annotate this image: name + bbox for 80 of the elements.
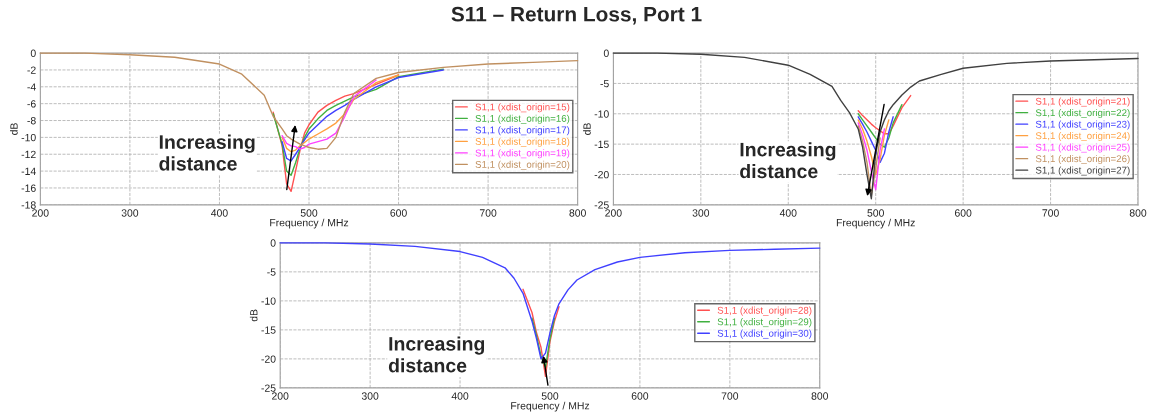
x-tick-label: 300 xyxy=(121,209,139,217)
y-tick-label: -10 xyxy=(21,133,36,142)
y-tick-label: -10 xyxy=(261,297,276,305)
x-tick-label: 800 xyxy=(1129,209,1147,217)
legend-label: S1,1 (xdist_origin=24) xyxy=(1035,132,1130,142)
legend-label: S1,1 (xdist_origin=15) xyxy=(475,103,570,113)
legend-label: S1,1 (xdist_origin=18) xyxy=(475,137,570,147)
x-tick-label: 600 xyxy=(631,392,649,400)
x-tick-label: 700 xyxy=(1042,209,1059,217)
x-tick-label: 300 xyxy=(361,392,379,400)
y-axis-title: dB xyxy=(583,123,591,135)
legend-label: S1,1 (xdist_origin=26) xyxy=(1035,155,1130,165)
line-series xyxy=(272,74,400,193)
x-tick-label: 800 xyxy=(569,209,586,217)
annotation: Increasing distance xyxy=(388,336,485,373)
chart-title: S11 – Return Loss, Port 1 xyxy=(451,6,702,25)
legend-label: S1,1 (xdist_origin=29) xyxy=(717,318,812,328)
x-tick-label: 800 xyxy=(811,392,829,400)
legend-label: S1,1 (xdist_origin=17) xyxy=(475,126,570,136)
y-tick-label: -2 xyxy=(27,66,36,74)
legend-label: S1,1 (xdist_origin=23) xyxy=(1035,120,1130,130)
x-axis-title: Frequency / MHz xyxy=(836,218,915,229)
legend-label: S1,1 (xdist_origin=25) xyxy=(1035,143,1130,153)
y-tick-label: -15 xyxy=(594,140,609,148)
y-axis-title: dB xyxy=(10,123,18,135)
y-tick-label: -5 xyxy=(267,268,276,276)
y-tick-label: -15 xyxy=(261,326,276,334)
line-series xyxy=(857,119,890,176)
x-axis-title: Frequency / MHz xyxy=(270,218,349,229)
y-tick-label: -20 xyxy=(261,355,276,363)
x-tick-label: 200 xyxy=(605,209,622,217)
y-tick-label: -16 xyxy=(21,184,36,192)
legend-label: S1,1 (xdist_origin=16) xyxy=(475,114,570,124)
line-series xyxy=(857,116,894,164)
line-series xyxy=(857,103,903,148)
x-tick-label: 400 xyxy=(211,209,228,217)
line-series xyxy=(281,74,400,153)
x-tick-label: 200 xyxy=(32,209,49,217)
line-series xyxy=(857,94,912,135)
annotation: Increasing distance xyxy=(159,134,255,171)
y-axis-title: dB xyxy=(249,309,258,322)
x-tick-label: 500 xyxy=(867,209,884,217)
x-tick-label: 200 xyxy=(272,392,289,400)
x-tick-label: 600 xyxy=(390,209,407,217)
legend-label: S1,1 (xdist_origin=20) xyxy=(475,160,570,170)
legend-label: S1,1 (xdist_origin=19) xyxy=(475,149,570,159)
x-tick-label: 400 xyxy=(451,392,469,400)
y-tick-label: 0 xyxy=(603,49,609,57)
x-tick-label: 500 xyxy=(300,209,318,217)
legend-label: S1,1 (xdist_origin=28) xyxy=(717,306,812,316)
legend-label: S1,1 (xdist_origin=21) xyxy=(1035,97,1130,107)
x-tick-label: 500 xyxy=(541,392,559,400)
y-tick-label: -8 xyxy=(27,117,36,125)
x-tick-label: 400 xyxy=(779,209,797,217)
legend-label: S1,1 (xdist_origin=22) xyxy=(1035,109,1130,119)
y-tick-label: 0 xyxy=(270,239,276,247)
y-tick-label: -18 xyxy=(21,201,36,209)
y-tick-label: -6 xyxy=(27,100,36,108)
x-tick-label: 700 xyxy=(721,392,739,400)
x-axis-title: Frequency / MHz xyxy=(511,401,590,412)
line-series xyxy=(857,122,886,191)
annotation: Increasing distance xyxy=(740,142,836,179)
line-series xyxy=(522,288,560,377)
y-tick-label: -25 xyxy=(594,201,609,209)
y-tick-label: -25 xyxy=(261,384,276,392)
y-tick-label: -5 xyxy=(600,80,609,88)
legend-label: S1,1 (xdist_origin=30) xyxy=(717,329,812,339)
x-tick-label: 300 xyxy=(692,209,710,217)
x-tick-label: 700 xyxy=(479,209,497,217)
legend-label: S1,1 (xdist_origin=27) xyxy=(1035,166,1130,176)
y-tick-label: -4 xyxy=(27,83,36,91)
x-tick-label: 600 xyxy=(954,209,972,217)
line-series xyxy=(281,79,377,150)
y-tick-label: 0 xyxy=(30,49,36,57)
y-tick-label: -12 xyxy=(21,150,36,159)
line-series xyxy=(281,69,445,162)
y-tick-label: -20 xyxy=(594,170,609,179)
y-tick-label: -14 xyxy=(21,167,36,175)
line-series xyxy=(272,68,445,177)
y-tick-label: -10 xyxy=(594,110,609,118)
